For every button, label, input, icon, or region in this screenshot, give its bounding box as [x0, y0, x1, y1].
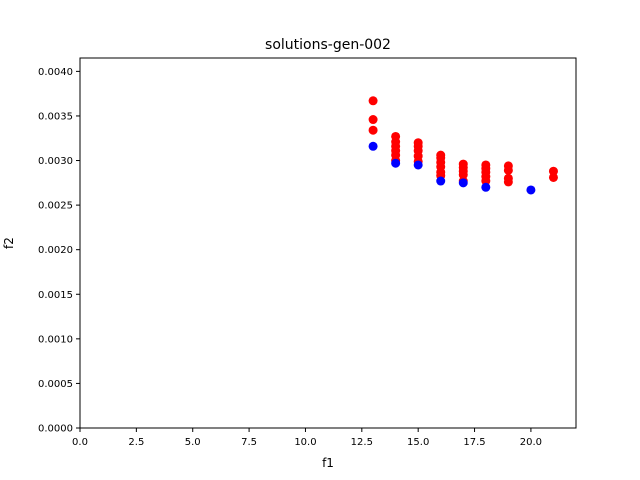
x-tick-label: 17.5 [463, 437, 485, 448]
y-axis-ticks: 0.0000 0.0005 0.0010 0.0015 0.0020 0.0025 0.00… [38, 67, 80, 435]
x-axis-ticks: 0.0 2.5 5.0 7.5 10.0 12.5 15.0 17.5 20.0 [72, 428, 542, 448]
x-tick-label: 0.0 [72, 437, 88, 448]
x-tick-label: 7.5 [241, 437, 257, 448]
data-point [458, 178, 468, 188]
series-1 [368, 141, 536, 195]
y-axis-label: f2 [2, 237, 16, 249]
data-point [368, 96, 378, 106]
y-tick-label: 0.0020 [38, 245, 73, 256]
data-point [436, 176, 446, 186]
data-point [458, 170, 468, 180]
data-point [391, 158, 401, 168]
data-point [548, 166, 558, 176]
data-point [548, 172, 558, 182]
data-point [368, 115, 378, 125]
y-tick-label: 0.0015 [38, 290, 73, 301]
y-tick-label: 0.0005 [38, 379, 73, 390]
data-point [481, 182, 491, 192]
chart-title: solutions-gen-002 [265, 37, 391, 53]
x-tick-label: 2.5 [128, 437, 144, 448]
x-axis-label: f1 [322, 456, 334, 470]
y-tick-label: 0.0000 [38, 424, 73, 435]
y-tick-label: 0.0040 [38, 67, 73, 78]
data-point [526, 185, 536, 195]
y-tick-label: 0.0025 [38, 201, 73, 212]
x-tick-label: 5.0 [185, 437, 201, 448]
data-point [481, 176, 491, 186]
data-point [368, 141, 378, 151]
data-point [368, 125, 378, 135]
x-tick-label: 10.0 [294, 437, 316, 448]
y-tick-label: 0.0035 [38, 111, 73, 122]
data-point [503, 177, 513, 187]
data-point [503, 165, 513, 175]
plot-frame [79, 57, 577, 429]
data-points [368, 96, 558, 195]
x-tick-label: 20.0 [520, 437, 542, 448]
y-tick-label: 0.0030 [38, 156, 73, 167]
y-tick-label: 0.0010 [38, 334, 73, 345]
x-tick-label: 12.5 [351, 437, 373, 448]
data-point [413, 160, 423, 170]
x-tick-label: 15.0 [407, 437, 429, 448]
